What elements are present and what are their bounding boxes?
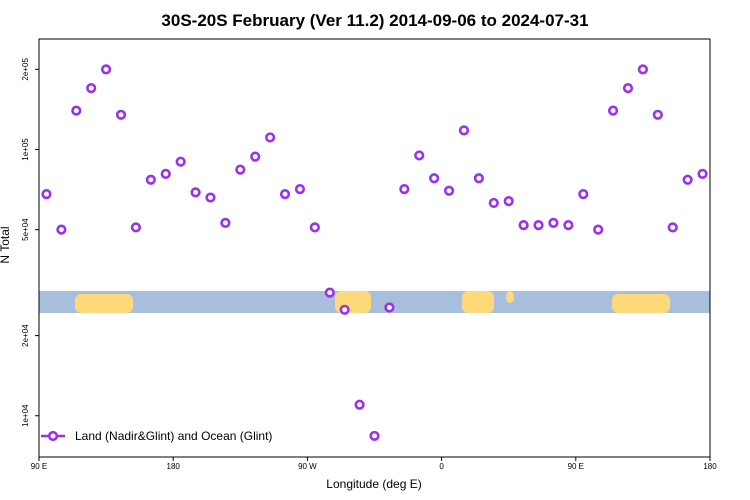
- data-point-19: [324, 287, 335, 298]
- data-point-38: [607, 105, 619, 116]
- data-point-1: [56, 224, 67, 235]
- land-australia-left: [75, 294, 133, 313]
- y-tick-label-0: 1e+04: [21, 404, 30, 427]
- data-point-43: [682, 174, 693, 185]
- data-point-9: [175, 156, 186, 167]
- data-points: [41, 64, 708, 442]
- data-point-36: [578, 188, 589, 200]
- data-point-10: [190, 187, 201, 198]
- x-tick-label-3: 0: [439, 462, 444, 471]
- data-point-28: [458, 125, 470, 136]
- data-point-25: [414, 150, 425, 161]
- land-madagascar: [506, 291, 514, 303]
- data-point-40: [637, 64, 649, 75]
- data-point-30: [488, 197, 499, 209]
- y-tick-label-1: 2e+04: [21, 324, 30, 347]
- x-tick-label-1: 180: [167, 462, 181, 471]
- y-axis-label: N Total: [0, 226, 12, 263]
- data-point-5: [115, 109, 127, 120]
- world-map-band: [39, 291, 710, 313]
- data-point-4: [100, 64, 112, 75]
- x-tick-label-0: 90 E: [31, 462, 47, 471]
- land-areas: [75, 291, 670, 313]
- data-point-34: [548, 217, 559, 229]
- x-tick-label-2: 90 W: [298, 462, 317, 471]
- data-point-7: [145, 174, 156, 185]
- data-point-18: [309, 222, 320, 233]
- data-point-39: [622, 83, 634, 94]
- data-point-13: [235, 164, 246, 175]
- data-point-29: [473, 173, 484, 184]
- data-point-27: [443, 185, 455, 196]
- data-point-22: [369, 430, 380, 442]
- data-point-17: [294, 183, 306, 195]
- data-point-2: [71, 105, 82, 116]
- data-point-37: [593, 224, 604, 235]
- data-point-6: [130, 222, 142, 233]
- data-point-14: [250, 151, 261, 162]
- data-point-24: [399, 183, 410, 195]
- y-tick-label-3: 1e+05: [21, 138, 30, 161]
- data-point-11: [205, 192, 216, 203]
- ocean-area: [39, 291, 710, 313]
- legend-point-marker: [47, 430, 59, 442]
- data-point-32: [518, 220, 529, 231]
- data-point-41: [652, 109, 663, 120]
- data-point-20: [339, 304, 350, 315]
- x-axis: 90 E 180 90 W 0 90 E 180: [31, 457, 717, 471]
- data-point-8: [160, 168, 171, 179]
- data-point-12: [220, 217, 231, 229]
- x-axis-label: Longitude (deg E): [326, 477, 421, 491]
- plot-frame: [38, 38, 711, 458]
- y-axis: 1e+04 2e+04 5e+04 1e+05 2e+05: [21, 58, 39, 427]
- data-point-16: [279, 188, 291, 200]
- y-tick-label-2: 5e+04: [21, 218, 30, 241]
- data-point-23: [384, 302, 395, 313]
- data-point-31: [503, 195, 514, 207]
- land-australia-right: [612, 294, 670, 313]
- data-point-0: [41, 188, 52, 200]
- chart-title: 30S-20S February (Ver 11.2) 2014-09-06 t…: [161, 11, 588, 30]
- data-point-3: [86, 83, 97, 94]
- data-point-35: [563, 220, 574, 231]
- data-point-15: [265, 132, 276, 143]
- data-point-44: [697, 168, 708, 179]
- y-tick-label-4: 2e+05: [21, 58, 30, 81]
- data-point-26: [429, 173, 440, 184]
- legend: Land (Nadir&Glint) and Ocean (Glint): [41, 429, 272, 443]
- legend-entry-label: Land (Nadir&Glint) and Ocean (Glint): [75, 429, 272, 443]
- data-point-33: [533, 220, 544, 231]
- x-tick-label-4: 90 E: [568, 462, 584, 471]
- land-africa: [462, 291, 494, 313]
- data-point-21: [354, 399, 365, 410]
- data-point-42: [667, 222, 678, 233]
- x-tick-label-5: 180: [703, 462, 717, 471]
